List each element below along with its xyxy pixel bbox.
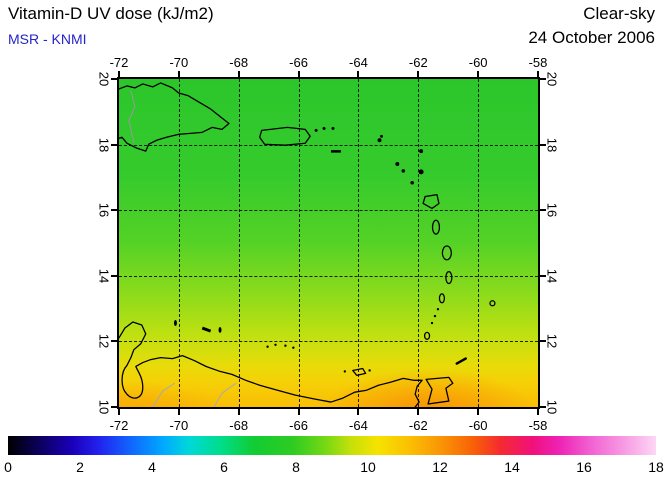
colorbar-tick-label: 4 xyxy=(148,459,156,475)
haiti-dr-border xyxy=(128,90,136,143)
colorbar-gradient xyxy=(8,436,656,455)
martinique-coast xyxy=(441,245,452,261)
margarita-coast xyxy=(352,367,367,377)
lon-tick-label: -70 xyxy=(169,418,189,433)
lat-tick-label: 16 xyxy=(544,202,560,218)
gridline-lat xyxy=(119,341,538,343)
colorbar-tick-label: 16 xyxy=(576,459,592,475)
lon-tick-label: -60 xyxy=(468,418,488,433)
lon-tick-label: -68 xyxy=(229,418,249,433)
colorbar-tick-label: 14 xyxy=(504,459,520,475)
colorbar-tick-label: 8 xyxy=(292,459,300,475)
inland-river-1 xyxy=(152,382,175,407)
south-america-coast xyxy=(119,321,423,407)
lat-tick-label: 16 xyxy=(96,202,112,218)
st-lucia-coast xyxy=(445,271,453,285)
lat-tick-label: 10 xyxy=(96,399,112,415)
tobago-coast xyxy=(455,357,467,365)
puerto-rico-coast xyxy=(259,126,311,146)
lon-tick-label: -66 xyxy=(289,418,308,433)
graticule-layer xyxy=(119,79,538,407)
gridline-lon xyxy=(178,79,180,407)
lon-tick-label: -70 xyxy=(169,55,189,70)
gridline-lon xyxy=(358,79,360,407)
sky-condition-label: Clear-sky xyxy=(583,4,655,23)
lat-tick-label: 14 xyxy=(544,268,560,284)
source-label: MSR - KNMI xyxy=(8,31,87,47)
lon-tick-label: -60 xyxy=(468,55,488,70)
gridline-lat xyxy=(119,210,538,212)
gridline-lon xyxy=(418,79,420,407)
lat-tick-label: 18 xyxy=(544,137,560,152)
lon-tick-label: -66 xyxy=(289,55,308,70)
date-label: 24 October 2006 xyxy=(528,28,655,47)
colorbar-tick-label: 10 xyxy=(360,459,376,475)
lat-tick-label: 18 xyxy=(96,137,112,152)
map-plot-frame: -72 -70 -68 -66 -64 -62 -60 -58 -72 -70 … xyxy=(97,55,560,433)
lon-tick-label: -62 xyxy=(408,418,428,433)
lat-tick-label: 14 xyxy=(96,268,112,284)
page-title: Vitamin-D UV dose (kJ/m2) xyxy=(8,4,214,23)
gridline-lon xyxy=(298,79,300,407)
tick-marks-layer xyxy=(111,71,546,415)
hispaniola-coast xyxy=(119,82,230,152)
lat-tick-label: 12 xyxy=(544,334,560,349)
lon-tick-label: -72 xyxy=(109,418,129,433)
barbados-coast xyxy=(489,300,496,307)
lat-tick-label: 20 xyxy=(96,71,112,87)
lon-tick-label: -62 xyxy=(408,55,428,70)
inland-river-2 xyxy=(213,382,237,407)
lon-tick-label: -58 xyxy=(528,418,548,433)
lon-tick-label: -64 xyxy=(349,55,368,70)
dominica-coast xyxy=(431,219,441,235)
lon-tick-label: -68 xyxy=(229,55,249,70)
colorbar: 0 2 4 6 8 10 12 14 16 18 xyxy=(4,436,664,478)
colorbar-tick-label: 0 xyxy=(4,459,12,475)
lon-tick-label: -58 xyxy=(528,55,548,70)
lat-tick-label: 12 xyxy=(96,334,112,349)
st-vincent-coast xyxy=(438,293,446,304)
lat-tick-label: 20 xyxy=(544,71,560,87)
gridline-lat xyxy=(119,144,538,146)
colorbar-tick-label: 12 xyxy=(432,459,448,475)
guadeloupe-coast xyxy=(422,193,440,210)
gridline-lon xyxy=(238,79,240,407)
gridline-lon xyxy=(478,79,480,407)
coastlines-layer xyxy=(119,82,496,407)
lon-tick-label: -72 xyxy=(109,55,129,70)
lon-tick-label: -64 xyxy=(349,418,368,433)
gridline-lat xyxy=(119,275,538,277)
colorbar-tick-label: 6 xyxy=(220,459,228,475)
colorbar-tick-label: 2 xyxy=(76,459,84,475)
trinidad-coast xyxy=(425,376,454,405)
colorbar-tick-label: 18 xyxy=(648,459,664,475)
grenada-coast xyxy=(423,331,431,340)
lat-tick-label: 10 xyxy=(544,399,560,415)
small-islands-layer xyxy=(173,126,440,373)
